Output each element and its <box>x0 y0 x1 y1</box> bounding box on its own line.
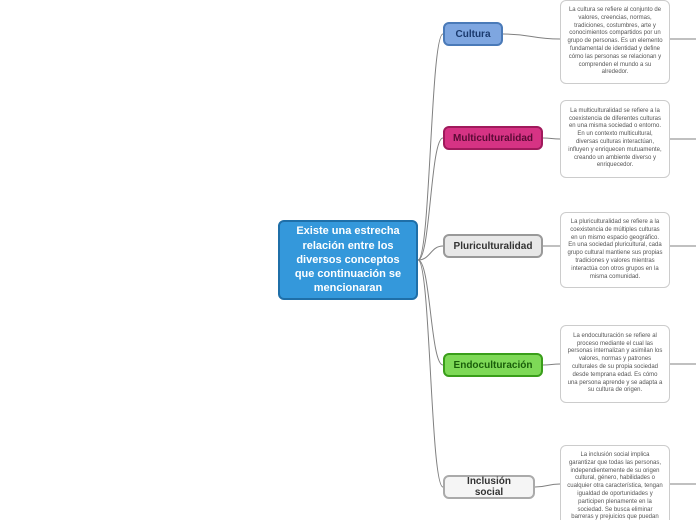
desc-node-1: La multiculturalidad se refiere a la coe… <box>560 100 670 178</box>
child-label: Pluriculturalidad <box>454 241 533 252</box>
desc-node-4: La inclusión social implica garantizar q… <box>560 445 670 520</box>
child-node-1[interactable]: Multiculturalidad <box>443 126 543 150</box>
desc-node-3: La endoculturación se refiere al proceso… <box>560 325 670 403</box>
child-node-3[interactable]: Endoculturación <box>443 353 543 377</box>
child-node-0[interactable]: Cultura <box>443 22 503 46</box>
desc-node-2: La pluriculturalidad se refiere a la coe… <box>560 212 670 288</box>
root-node[interactable]: Existe una estrecha relación entre los d… <box>278 220 418 300</box>
child-label: Inclusión social <box>455 476 523 498</box>
desc-node-0: La cultura se refiere al conjunto de val… <box>560 0 670 84</box>
child-label: Cultura <box>456 29 491 40</box>
child-node-4[interactable]: Inclusión social <box>443 475 535 499</box>
child-label: Endoculturación <box>454 360 533 371</box>
root-label: Existe una estrecha relación entre los d… <box>290 224 406 295</box>
child-node-2[interactable]: Pluriculturalidad <box>443 234 543 258</box>
child-label: Multiculturalidad <box>453 133 533 144</box>
